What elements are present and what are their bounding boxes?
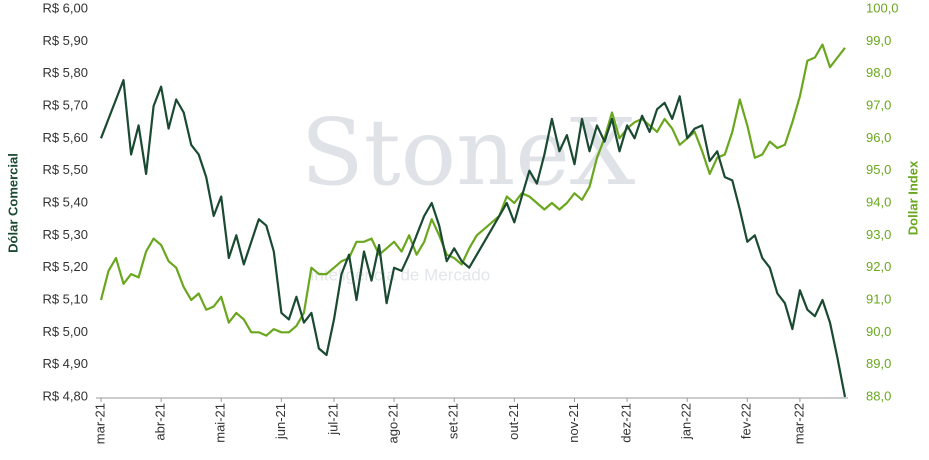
- y-tick-label: R$ 5,60: [42, 130, 88, 145]
- y-tick-label: R$ 5,90: [42, 33, 88, 48]
- y-tick-label: R$ 5,30: [42, 227, 88, 242]
- x-tick-label: out-21: [506, 403, 521, 440]
- y2-tick-label: 95,0: [866, 162, 891, 177]
- x-tick-label: mai-21: [213, 403, 228, 443]
- x-tick-label: ago-21: [386, 403, 401, 443]
- y2-tick-label: 93,0: [866, 227, 891, 242]
- y2-tick-label: 88,0: [866, 388, 891, 403]
- line-series: [99, 79, 847, 398]
- y2-tick-label: 91,0: [866, 291, 891, 306]
- y-tick-label: R$ 6,00: [42, 0, 88, 15]
- x-tick-label: fev-22: [739, 403, 754, 439]
- y-tick-label: R$ 5,10: [42, 291, 88, 306]
- y-axis-label: Dólar Comercial: [5, 153, 20, 253]
- x-tick-label: dez-21: [618, 403, 633, 443]
- y2-tick-label: 94,0: [866, 194, 891, 209]
- y-tick-label: R$ 5,80: [42, 65, 88, 80]
- y-tick-label: R$ 5,40: [42, 194, 88, 209]
- watermark-subtitle: Inteligência de Mercado: [310, 265, 491, 284]
- x-tick-label: mar-21: [92, 403, 107, 444]
- y-tick-label: R$ 5,00: [42, 324, 88, 339]
- y2-axis-label: Dollar Index: [905, 160, 920, 235]
- x-tick-label: jun-21: [273, 403, 288, 440]
- y2-tick-label: 90,0: [866, 324, 891, 339]
- x-tick-label: jan-22: [679, 403, 694, 440]
- x-tick-label: jul-21: [325, 403, 340, 436]
- y2-tick-label: 100,0: [866, 0, 899, 15]
- x-tick-label: nov-21: [566, 403, 581, 443]
- x-tick-label: abr-21: [153, 403, 168, 441]
- y2-tick-label: 98,0: [866, 65, 891, 80]
- y-tick-label: R$ 4,90: [42, 356, 88, 371]
- y-tick-label: R$ 5,50: [42, 162, 88, 177]
- y-tick-label: R$ 5,20: [42, 259, 88, 274]
- y2-tick-label: 99,0: [866, 33, 891, 48]
- y2-tick-label: 97,0: [866, 97, 891, 112]
- watermark: StoneX: [301, 99, 636, 206]
- y2-tick-label: 96,0: [866, 130, 891, 145]
- y-tick-label: R$ 4,80: [42, 388, 88, 403]
- x-tick-label: set-21: [446, 403, 461, 439]
- line-series: [99, 43, 846, 337]
- x-tick-label: mar-22: [791, 403, 806, 444]
- y2-tick-label: 89,0: [866, 356, 891, 371]
- y-tick-label: R$ 5,70: [42, 97, 88, 112]
- y2-tick-label: 92,0: [866, 259, 891, 274]
